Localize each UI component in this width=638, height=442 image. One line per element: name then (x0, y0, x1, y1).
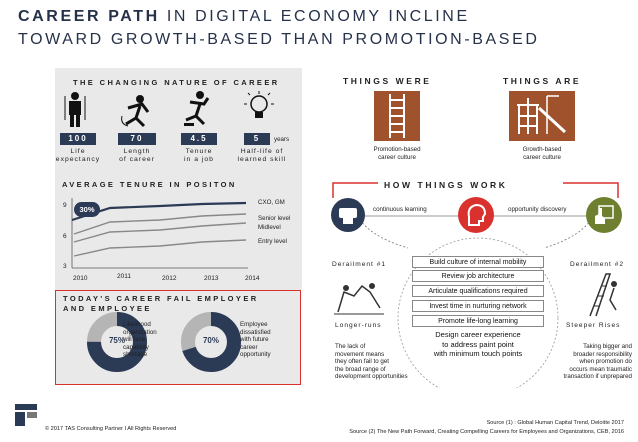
tenure-heading: AVERAGE TENURE IN POSITON (62, 180, 237, 189)
list-item: Invest time in nurturing network (412, 300, 544, 312)
jungle-gym-icon (517, 95, 567, 134)
x-tick: 2013 (204, 275, 219, 282)
x-tick: 2012 (162, 275, 177, 282)
design-text: Design career experience to address paint… (433, 330, 523, 358)
derailment-1-text: The lack of movement means they often fail… (335, 343, 408, 380)
running-person-icon (121, 95, 150, 128)
stat-label-skill: Half-life of learned skill (237, 148, 287, 163)
page-subtitle: TOWARD GROWTH-BASED THAN PROMOTION-BASED (18, 31, 540, 48)
footer-copyright: © 2017 TAS Consulting Partner I All Righ… (45, 426, 177, 432)
ladder-icon (389, 94, 405, 138)
climbing-figure-icon (589, 273, 617, 317)
donut-text-70: Employee dissatisfied with future career opp… (240, 321, 271, 358)
series-label-cxo: CXO, GM (258, 199, 285, 206)
head-badge (458, 197, 494, 233)
things-were-caption: Promotion-based career culture (373, 146, 421, 161)
series-label-senior: Senior level (258, 215, 291, 222)
donut-value-70: 70% (202, 336, 219, 345)
company-logo-icon (15, 404, 37, 426)
things-are-heading: THINGS ARE (503, 76, 582, 86)
hand-badge (586, 197, 622, 233)
list-item: Articulate qualifications required (412, 285, 544, 297)
donut-chart-75 (87, 312, 147, 372)
derailment-2-title: Derailment #2 (570, 261, 625, 268)
y-tick: 9 (63, 202, 67, 209)
nature-heading: THE CHANGING NATURE OF CAREER (73, 78, 280, 87)
stat-unit: years (274, 136, 290, 143)
donut-chart-70 (181, 312, 241, 372)
things-are-caption: Growth-based career culture (522, 146, 562, 161)
fail-heading-1: TODAY'S CAREER FAIL EMPLOYER (63, 294, 259, 303)
donut-text-75: Likelihood organization will face capabilit… (123, 321, 157, 358)
continuous-learning-label: continuous learning (373, 206, 427, 213)
how-connector-lines (332, 182, 619, 388)
list-item: Promote life-long learning (412, 315, 544, 327)
head-profile-icon (467, 203, 487, 226)
series-label-mid: Midlevel (258, 224, 281, 231)
career-nature-panel (55, 68, 302, 290)
stat-value-tenure: 4.5 (181, 133, 217, 145)
jumping-person-icon (184, 91, 210, 126)
y-tick: 3 (63, 263, 67, 270)
footer-source-1: Source (1) : Global Human Capital Trend,… (486, 420, 624, 426)
x-tick: 2014 (245, 275, 260, 282)
derailment-1-subtitle: Longer-runs (335, 322, 382, 329)
stat-value-skill: 5 (244, 133, 270, 145)
x-tick: 2011 (117, 273, 131, 280)
list-item: Review job architecture (412, 270, 544, 282)
lightbulb-icon (244, 91, 274, 118)
derailment-2-text: Taking bigger and broader responsibility w… (563, 343, 632, 380)
things-were-heading: THINGS WERE (343, 76, 432, 86)
list-item: Build culture of internal mobility (412, 256, 544, 268)
fail-heading-2: AND EMPLOYEE (63, 304, 152, 313)
derailment-1-title: Derailment #1 (332, 261, 387, 268)
opportunity-discovery-label: opportunity discovery (508, 206, 567, 213)
footer-source-2: Source (2) The New Path Forward, Creatin… (349, 429, 624, 435)
stat-label-tenure: Tenure in a job (184, 148, 214, 163)
derailment-2-subtitle: Steeper Rises (566, 322, 621, 329)
series-mid (73, 222, 247, 243)
how-heading: HOW THINGS WORK (384, 180, 508, 190)
stat-value-life: 100 (60, 133, 96, 145)
series-entry (73, 239, 247, 257)
stat-value-career: 70 (118, 133, 156, 145)
tenure-badge: 30% (74, 202, 100, 217)
series-senior (73, 213, 247, 235)
y-tick: 6 (63, 233, 67, 240)
series-label-entry: Entry level (258, 238, 287, 245)
person-icon (64, 92, 86, 127)
hand-pointer-icon (595, 205, 614, 224)
struggle-figure-icon (334, 283, 384, 315)
page-title: CAREER PATH IN DIGITAL ECONOMY INCLINE (18, 8, 470, 25)
stat-label-life: Life expectancy (55, 148, 101, 163)
donut-value-75: 75% (108, 336, 125, 345)
stat-label-career: Length of career (119, 148, 155, 163)
x-tick: 2010 (73, 275, 88, 282)
vr-headset-icon (339, 208, 357, 224)
